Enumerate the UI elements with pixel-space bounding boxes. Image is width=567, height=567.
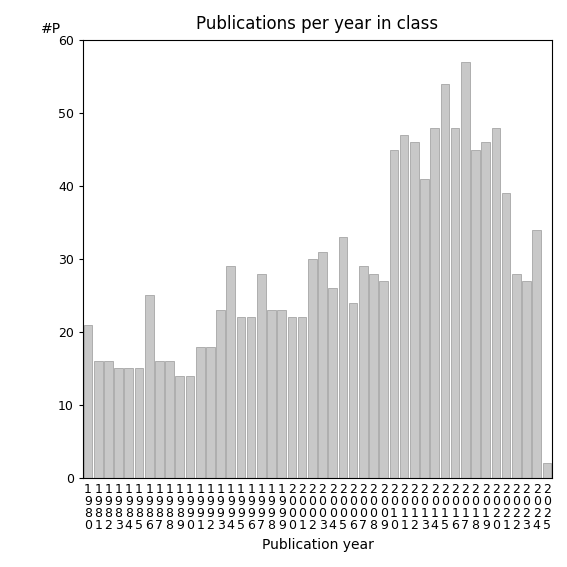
- Bar: [185, 376, 194, 478]
- Bar: [94, 361, 103, 478]
- Bar: [481, 142, 490, 478]
- Bar: [247, 318, 256, 478]
- Bar: [236, 318, 246, 478]
- Bar: [512, 274, 521, 478]
- Bar: [522, 281, 531, 478]
- Bar: [124, 369, 133, 478]
- Bar: [196, 346, 205, 478]
- Bar: [318, 252, 327, 478]
- Bar: [175, 376, 184, 478]
- Bar: [134, 369, 143, 478]
- Text: #P: #P: [41, 22, 61, 36]
- Bar: [349, 303, 357, 478]
- Bar: [543, 463, 551, 478]
- Bar: [104, 361, 113, 478]
- Bar: [226, 266, 235, 478]
- Bar: [430, 128, 439, 478]
- Bar: [410, 142, 418, 478]
- Bar: [145, 295, 154, 478]
- Bar: [379, 281, 388, 478]
- Bar: [532, 230, 541, 478]
- Bar: [165, 361, 174, 478]
- Bar: [390, 150, 398, 478]
- Bar: [155, 361, 164, 478]
- Bar: [277, 310, 286, 478]
- Bar: [287, 318, 297, 478]
- Bar: [328, 288, 337, 478]
- Bar: [369, 274, 378, 478]
- Bar: [359, 266, 367, 478]
- Bar: [267, 310, 276, 478]
- Bar: [257, 274, 266, 478]
- Bar: [298, 318, 307, 478]
- Bar: [400, 135, 408, 478]
- Bar: [441, 84, 449, 478]
- Bar: [206, 346, 215, 478]
- Bar: [308, 259, 317, 478]
- Title: Publications per year in class: Publications per year in class: [196, 15, 438, 33]
- Bar: [461, 62, 469, 478]
- Bar: [115, 369, 123, 478]
- X-axis label: Publication year: Publication year: [261, 538, 374, 552]
- Bar: [451, 128, 459, 478]
- Bar: [471, 150, 480, 478]
- Bar: [84, 325, 92, 478]
- Bar: [492, 128, 500, 478]
- Bar: [502, 193, 510, 478]
- Bar: [216, 310, 225, 478]
- Bar: [338, 237, 347, 478]
- Bar: [420, 179, 429, 478]
